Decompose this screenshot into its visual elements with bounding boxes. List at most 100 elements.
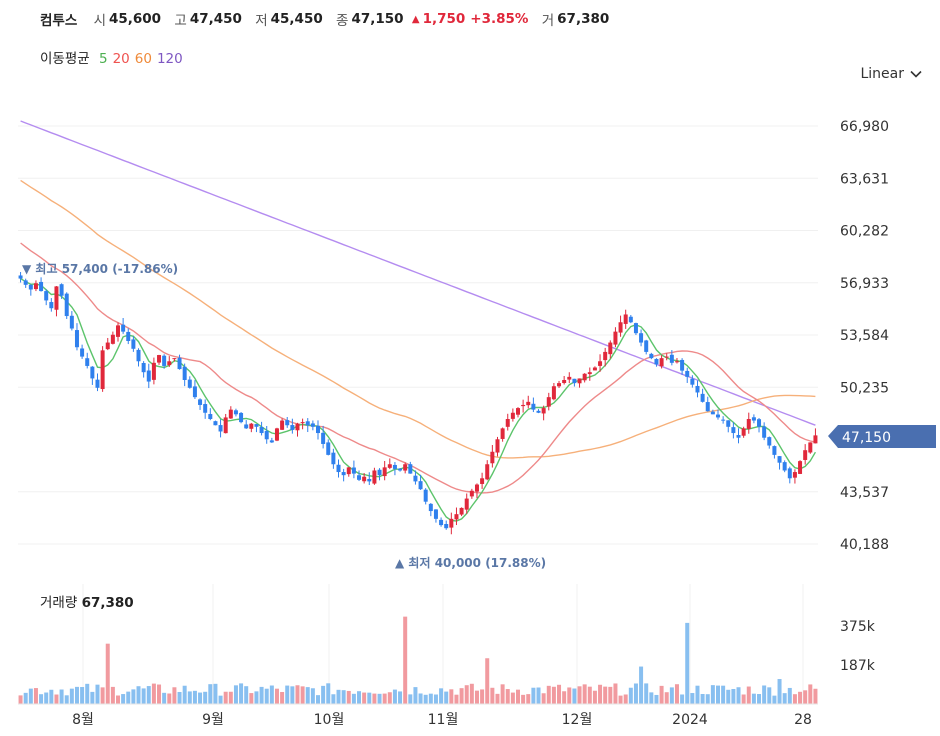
candle-body: [290, 425, 295, 430]
candle-body: [474, 484, 479, 492]
current-price-tag: 47,150: [828, 425, 936, 448]
candle-body: [146, 370, 151, 382]
volume-bar: [233, 685, 238, 704]
volume-bar: [639, 666, 644, 704]
candle-body: [110, 334, 115, 344]
close-value: 47,150: [351, 11, 404, 27]
volume-bar: [116, 695, 120, 704]
candle-body: [454, 514, 459, 520]
x-tick-label: 9월: [202, 712, 224, 728]
volume-bar: [449, 689, 454, 704]
candle-body: [259, 427, 264, 434]
volume-bar: [23, 692, 28, 704]
volume-bar: [280, 691, 285, 704]
volume-bar: [577, 686, 582, 704]
volume-bar: [300, 686, 305, 704]
candle-body: [541, 408, 546, 414]
candle-body: [510, 412, 515, 419]
y-tick-label: 63,631: [840, 171, 889, 187]
volume-bar: [162, 692, 167, 704]
volume-bar: [736, 687, 741, 704]
high-annotation: ▼ 최고 57,400 (-17.86%): [22, 261, 178, 276]
candle-body: [459, 507, 464, 515]
volume-bar: [798, 691, 803, 704]
volume-bar: [105, 643, 110, 704]
candle-body: [505, 418, 510, 427]
candle-body: [90, 366, 95, 379]
ma20-path: [20, 242, 816, 494]
volume-bar: [690, 693, 695, 704]
candle-body: [18, 275, 23, 279]
candle-body: [141, 362, 146, 373]
volume-bar: [387, 692, 392, 704]
volume-bar: [485, 658, 490, 704]
volume-bar: [757, 694, 762, 704]
candle-body: [80, 348, 85, 357]
volume-bar: [316, 695, 320, 704]
ma-5-label[interactable]: 5: [98, 51, 108, 67]
volume-bar: [33, 688, 38, 704]
candle-body: [767, 437, 772, 446]
candle-body: [736, 434, 741, 438]
candle-body: [264, 431, 269, 440]
candle-body: [685, 370, 690, 377]
ma-20-label[interactable]: 20: [112, 51, 130, 67]
candle-body: [628, 316, 633, 323]
ma60-path: [20, 179, 816, 459]
ma-60-label[interactable]: 60: [134, 51, 152, 67]
volume-bar: [669, 687, 674, 704]
candle-body: [398, 468, 403, 471]
volume-bar: [80, 687, 85, 704]
candle-body: [295, 423, 300, 431]
candle-body: [516, 408, 520, 415]
candle-body: [362, 476, 367, 482]
low-annotation: ▲ 최저 40,000 (17.88%): [395, 555, 546, 570]
candle-body: [192, 386, 197, 398]
volume-bar: [64, 695, 69, 704]
volume-bar: [305, 687, 310, 704]
volume-bar: [264, 688, 269, 704]
x-tick-label: 2024: [672, 712, 708, 728]
volume-bar: [423, 694, 428, 704]
volume-panel-title: 거래량: [40, 595, 78, 611]
ma-120-label[interactable]: 120: [156, 51, 183, 67]
volume-bar: [341, 690, 346, 704]
candle-body: [403, 464, 408, 471]
change-value: 1,750: [422, 11, 466, 27]
volume-bar: [557, 684, 562, 704]
volume-bar: [28, 688, 33, 704]
candle-body: [782, 462, 787, 471]
volume-bar: [331, 694, 336, 704]
candle-body: [105, 342, 110, 350]
y-tick-label: 50,235: [840, 380, 889, 396]
y-tick-label: 43,537: [840, 485, 889, 501]
grid-lines: [18, 125, 818, 704]
candle-body: [649, 353, 654, 359]
scale-selector[interactable]: Linear: [860, 66, 922, 82]
candle-body: [64, 293, 69, 317]
candle-body: [387, 464, 392, 468]
candle-body: [177, 357, 182, 370]
candle-body: [572, 378, 577, 384]
volume-bar: [126, 691, 131, 704]
y-tick-label: 60,282: [840, 224, 889, 240]
volume-bar: [618, 695, 623, 704]
volume-bar: [198, 692, 203, 704]
volume-bar: [213, 683, 218, 704]
volume-bar: [767, 687, 772, 704]
volume-bar: [649, 692, 654, 704]
volume-bar: [326, 683, 331, 704]
candle-body: [280, 420, 285, 430]
volume-bar: [582, 684, 587, 704]
high-value: 47,450: [189, 11, 242, 27]
candle-body: [598, 361, 603, 366]
volume-bar: [536, 687, 541, 704]
volume-bar: [700, 694, 705, 704]
volume-bar: [726, 689, 731, 704]
volume-bar: [182, 685, 187, 704]
x-axis: 8월 9월 10월 11월 12월 2024 28: [72, 712, 812, 728]
volume-bar: [44, 692, 49, 704]
candle-body: [449, 518, 454, 528]
candle-body: [69, 315, 74, 329]
